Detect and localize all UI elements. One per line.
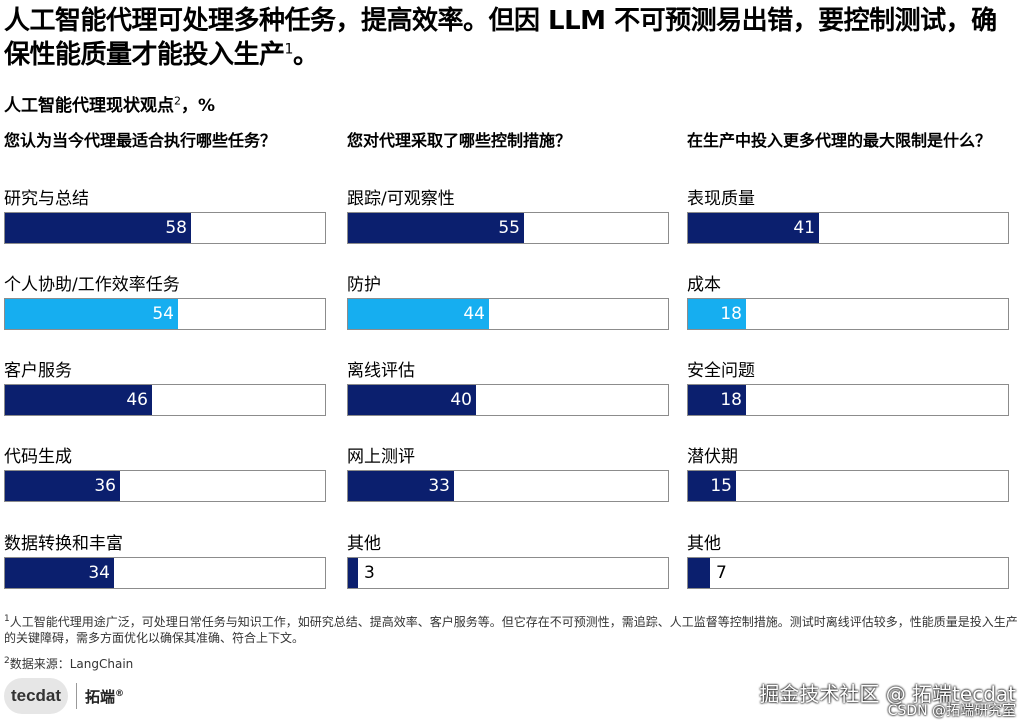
tecdat-logo-mark: tecdat — [4, 678, 68, 714]
watermark-main: 掘金技术社区 @ 拓端tecdat — [759, 682, 1016, 706]
chart-2-bar-value: 3 — [364, 563, 375, 583]
chart-3-bar — [688, 299, 746, 329]
brand-logo: tecdat 拓端® — [4, 678, 124, 714]
chart-2-category-label: 跟踪/可观察性 — [347, 189, 455, 209]
chart-1-bar-track: 36 — [4, 470, 326, 502]
chart-3-category-label: 表现质量 — [687, 189, 755, 209]
chart-2-category-label: 其他 — [347, 534, 381, 554]
watermark-small: CSDN @拓端研究室 — [887, 703, 1016, 719]
footnote-1-text: 人工智能代理用途广泛，可处理日常任务与知识工作，如研究总结、提高效率、客户服务等… — [4, 615, 1018, 645]
chart-2-bar-track: 55 — [347, 212, 669, 244]
footnote-2: 2数据来源：LangChain — [4, 656, 1022, 672]
chart-2-bar-track: 40 — [347, 384, 669, 416]
footnote-2-mark: 2 — [4, 656, 10, 666]
subtitle-footnote-mark: 2 — [174, 94, 181, 108]
headline-end: 。 — [292, 40, 319, 70]
chart-3-bar-value: 7 — [716, 563, 727, 583]
chart-3-bar-track: 18 — [687, 384, 1009, 416]
chart-1-bar-track: 58 — [4, 212, 326, 244]
headline-footnote-mark: 1 — [284, 41, 294, 58]
chart-1-bar — [5, 558, 114, 588]
chart-1-bar-value: 46 — [126, 390, 148, 410]
chart-1-category-label: 数据转换和丰富 — [4, 534, 123, 554]
chart-3-bar-value: 18 — [720, 304, 742, 324]
chart-2-bar-track: 3 — [347, 557, 669, 589]
chart-2-bar — [348, 385, 476, 415]
chart-2-bar-track: 33 — [347, 470, 669, 502]
chart-3-bar — [688, 213, 819, 243]
chart-2-category-label: 离线评估 — [347, 361, 415, 381]
chart-3-bar — [688, 385, 746, 415]
chart-3-bar-track: 41 — [687, 212, 1009, 244]
chart-3-bar — [688, 558, 710, 588]
chart-2-bar-value: 40 — [450, 390, 472, 410]
chart-1-bar-value: 54 — [152, 304, 174, 324]
chart-2-bar-track: 44 — [347, 298, 669, 330]
headline-text: 人工智能代理可处理多种任务，提高效率。但因 LLM 不可预测易出错，要控制测试，… — [4, 6, 997, 70]
chart-3-bar-value: 18 — [720, 390, 742, 410]
chart-2-bar — [348, 471, 454, 501]
chart-3-bar-value: 15 — [710, 476, 732, 496]
subtitle-unit: ，% — [181, 96, 216, 116]
chart-1-bar — [5, 299, 178, 329]
chart-1-bar — [5, 213, 191, 243]
logo-registered-mark: ® — [115, 688, 125, 699]
chart-2-bar — [348, 213, 524, 243]
chart-3-bar-value: 41 — [793, 218, 815, 238]
chart-3-bar — [688, 471, 736, 501]
logo-divider — [76, 683, 77, 709]
chart-1-bar-value: 36 — [94, 476, 116, 496]
chart-2-question: 您对代理采取了哪些控制措施？ — [347, 131, 572, 150]
chart-1-category-label: 个人协助/工作效率任务 — [4, 275, 180, 295]
chart-2-bar — [348, 299, 489, 329]
chart-2-bar-value: 44 — [463, 304, 485, 324]
chart-1-bar — [5, 471, 120, 501]
chart-3-category-label: 成本 — [687, 275, 721, 295]
chart-2-category-label: 防护 — [347, 275, 381, 295]
chart-1-bar-value: 58 — [165, 218, 187, 238]
chart-3-category-label: 潜伏期 — [687, 447, 738, 467]
chart-3-question: 在生产中投入更多代理的最大限制是什么？ — [687, 131, 992, 150]
chart-1-bar-track: 34 — [4, 557, 326, 589]
chart-1-category-label: 客户服务 — [4, 361, 72, 381]
chart-2-bar-value: 33 — [428, 476, 450, 496]
chart-3-category-label: 其他 — [687, 534, 721, 554]
footnote-1: 1人工智能代理用途广泛，可处理日常任务与知识工作，如研究总结、提高效率、客户服务… — [4, 614, 1022, 646]
chart-1-bar — [5, 385, 152, 415]
chart-1-bar-track: 46 — [4, 384, 326, 416]
chart-1-bar-track: 54 — [4, 298, 326, 330]
chart-1-category-label: 研究与总结 — [4, 189, 89, 209]
headline: 人工智能代理可处理多种任务，提高效率。但因 LLM 不可预测易出错，要控制测试，… — [4, 4, 1020, 72]
logo-name: 拓端® — [85, 686, 124, 707]
chart-1-bar-value: 34 — [88, 563, 110, 583]
chart-2-bar-value: 55 — [498, 218, 520, 238]
logo-name-text: 拓端 — [85, 687, 116, 706]
chart-3-bar-track: 18 — [687, 298, 1009, 330]
chart-1-question: 您认为当今代理最适合执行哪些任务？ — [4, 131, 277, 150]
subtitle-text: 人工智能代理现状观点 — [4, 96, 174, 116]
footnote-1-mark: 1 — [4, 614, 10, 624]
chart-3-bar-track: 15 — [687, 470, 1009, 502]
footnote-2-text: 数据来源：LangChain — [9, 657, 134, 671]
chart-2-bar — [348, 558, 358, 588]
chart-1-category-label: 代码生成 — [4, 447, 72, 467]
chart-3-bar-track: 7 — [687, 557, 1009, 589]
chart-2-category-label: 网上测评 — [347, 447, 415, 467]
subtitle: 人工智能代理现状观点2，% — [4, 91, 215, 116]
chart-3-category-label: 安全问题 — [687, 361, 755, 381]
